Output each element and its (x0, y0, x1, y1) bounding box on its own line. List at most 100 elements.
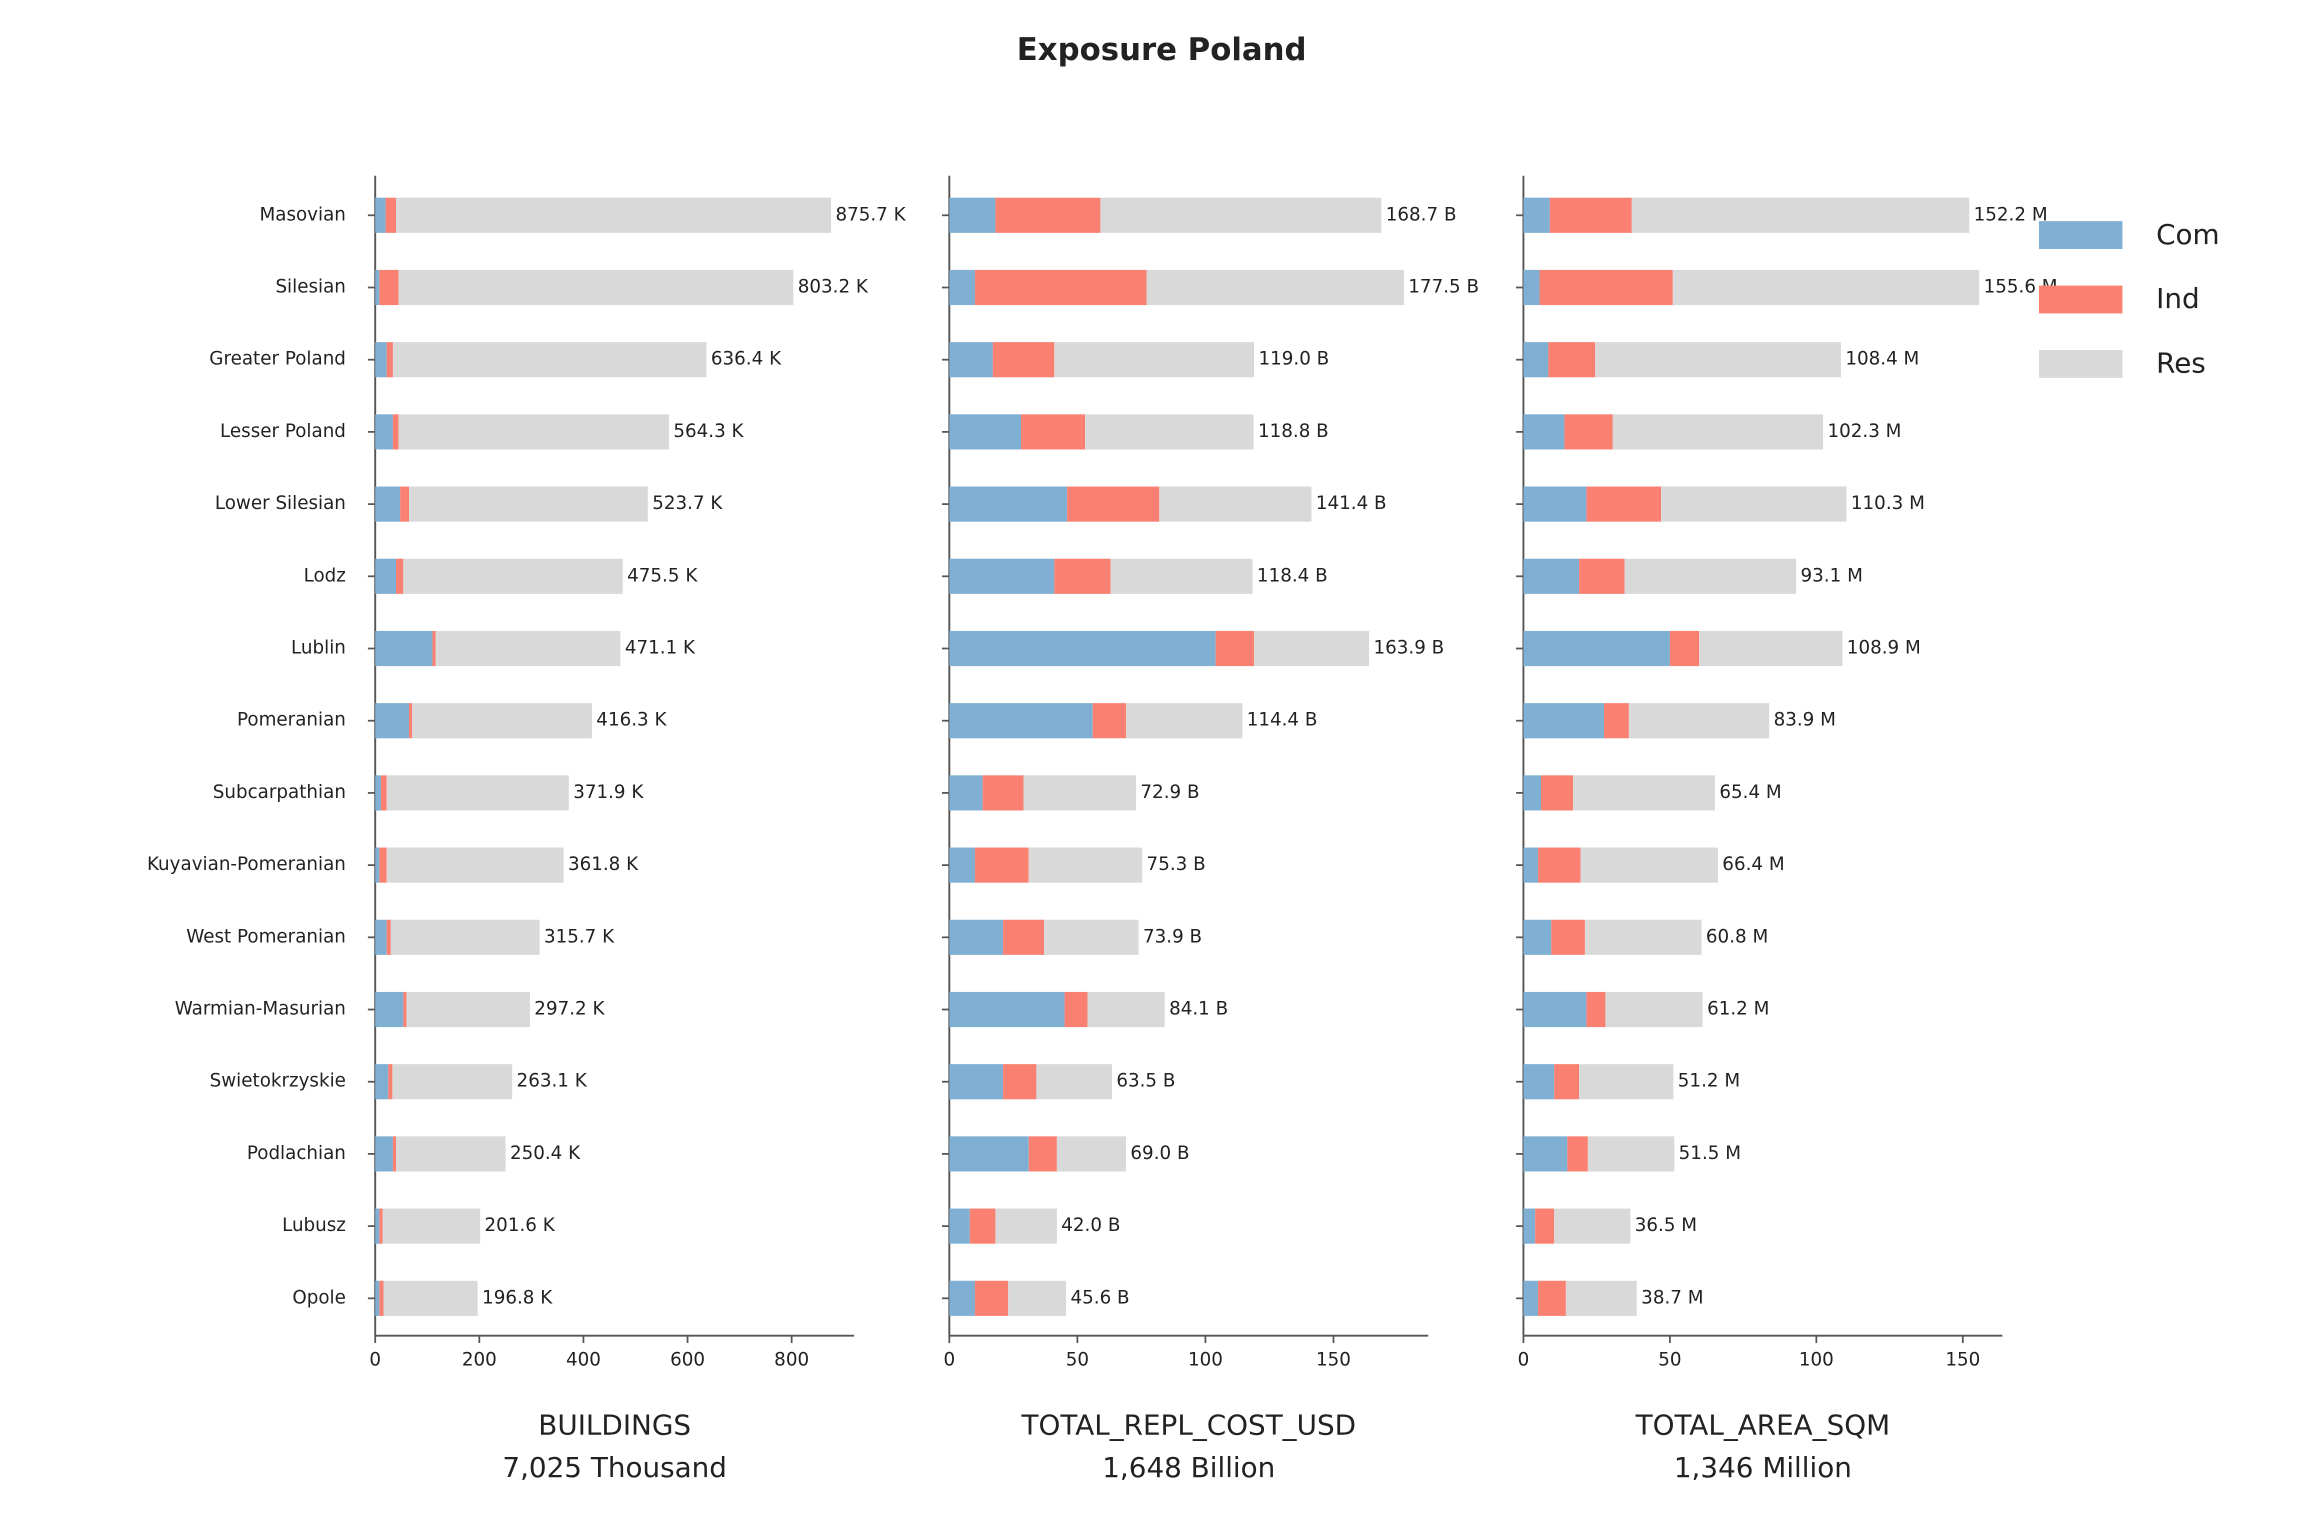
bar-segment (1579, 558, 1625, 594)
bar-segment (386, 775, 569, 811)
bar-segment (1538, 847, 1581, 883)
total-label: 108.9 M (1847, 638, 1921, 659)
y-tick-label: Lubusz (282, 1215, 346, 1236)
total-label: 66.4 M (1722, 854, 1784, 875)
bar-segment (392, 342, 707, 378)
total-label: 416.3 K (596, 710, 667, 731)
bar-segment (1100, 197, 1382, 233)
bar-segment (403, 991, 407, 1028)
bar-segment (375, 342, 387, 378)
bar-segment (375, 269, 380, 306)
x-tick-label: 50 (1066, 1350, 1089, 1371)
bar-segment (949, 1136, 1029, 1172)
total-label: 263.1 K (517, 1071, 588, 1092)
bar-segment (1661, 486, 1847, 522)
total-label: 65.4 M (1719, 782, 1781, 803)
total-label: 636.4 K (711, 349, 782, 370)
bar-segment (388, 1064, 393, 1100)
bar-segment (1003, 1064, 1037, 1100)
bar-segment (1551, 919, 1585, 955)
bar-segment (1054, 558, 1111, 594)
bar-segment (1595, 342, 1841, 378)
total-label: 38.7 M (1641, 1287, 1703, 1308)
total-label: 163.9 B (1373, 638, 1444, 659)
bar-segment (1044, 919, 1139, 955)
bar-segment (1146, 269, 1404, 306)
bar-segment (375, 703, 410, 739)
bar-segment (1523, 486, 1587, 522)
bar-segment (949, 486, 1068, 522)
bar-segment (1067, 486, 1160, 522)
bar-segment (1672, 269, 1980, 306)
bar-segment (949, 1280, 975, 1316)
x-tick-label: 400 (566, 1350, 601, 1371)
bar-segment (1565, 1280, 1637, 1316)
bar-segment (379, 847, 387, 883)
bar-segment (392, 1136, 397, 1172)
bar-segment (974, 1280, 1009, 1316)
bar-segment (400, 486, 410, 522)
bar-segment (1523, 775, 1542, 811)
bar-segment (1631, 197, 1970, 233)
total-label: 73.9 B (1143, 926, 1202, 947)
x-axis-label: 1,648 Billion (1102, 1451, 1275, 1484)
y-tick-label: Lublin (291, 638, 346, 659)
bar-segment (375, 486, 401, 522)
y-tick-label: Opole (292, 1287, 346, 1308)
bar-segment (1523, 847, 1539, 883)
total-label: 119.0 B (1258, 349, 1329, 370)
bar-segment (992, 342, 1055, 378)
bar-segment (1028, 847, 1143, 883)
bar-segment (435, 630, 621, 667)
total-label: 168.7 B (1386, 204, 1457, 225)
bar-segment (1699, 630, 1843, 667)
bar-segment (1567, 1136, 1588, 1172)
bar-segment (1523, 1208, 1536, 1244)
bar-segment (1003, 919, 1045, 955)
bar-segment (1523, 991, 1587, 1028)
total-label: 803.2 K (798, 276, 869, 297)
bar-segment (383, 1280, 478, 1316)
y-tick-label: Masovian (259, 204, 345, 225)
total-label: 36.5 M (1635, 1215, 1697, 1236)
legend-label: Res (2156, 347, 2206, 380)
bar-segment (1092, 703, 1127, 739)
bar-segment (1538, 1280, 1566, 1316)
bar-segment (1008, 1280, 1067, 1316)
x-axis-label: 1,346 Million (1674, 1451, 1852, 1484)
bar-segment (974, 269, 1147, 306)
bar-segment (375, 1208, 380, 1244)
bar-segment (949, 197, 996, 233)
legend-swatch (2038, 350, 2123, 378)
total-label: 361.8 K (568, 854, 639, 875)
bar-segment (1159, 486, 1312, 522)
x-axis-label: TOTAL_AREA_SQM (1635, 1408, 1891, 1441)
y-tick-label: Kuyavian-Pomeranian (147, 854, 346, 875)
bar-segment (974, 847, 1029, 883)
x-tick-label: 150 (1945, 1350, 1980, 1371)
bar-segment (995, 1208, 1057, 1244)
total-label: 315.7 K (544, 926, 615, 947)
bar-segment (375, 558, 397, 594)
bar-segment (385, 197, 397, 233)
bar-segment (409, 486, 648, 522)
bar-segment (1523, 414, 1565, 450)
bar-segment (375, 1136, 393, 1172)
bar-segment (1126, 703, 1243, 739)
bar-segment (1586, 486, 1662, 522)
bar-segment (409, 703, 413, 739)
bar-segment (1056, 1136, 1127, 1172)
bar-segment (1549, 197, 1632, 233)
total-label: 108.4 M (1845, 349, 1919, 370)
total-label: 61.2 M (1707, 999, 1769, 1020)
total-label: 69.0 B (1130, 1143, 1189, 1164)
bar-segment (375, 630, 433, 667)
bar-segment (949, 775, 983, 811)
total-label: 297.2 K (534, 999, 605, 1020)
bar-segment (949, 1064, 1004, 1100)
total-label: 177.5 B (1408, 276, 1479, 297)
y-tick-label: Swietokrzyskie (210, 1071, 346, 1092)
total-label: 196.8 K (482, 1287, 553, 1308)
x-tick-label: 200 (462, 1350, 497, 1371)
bar-segment (995, 197, 1101, 233)
